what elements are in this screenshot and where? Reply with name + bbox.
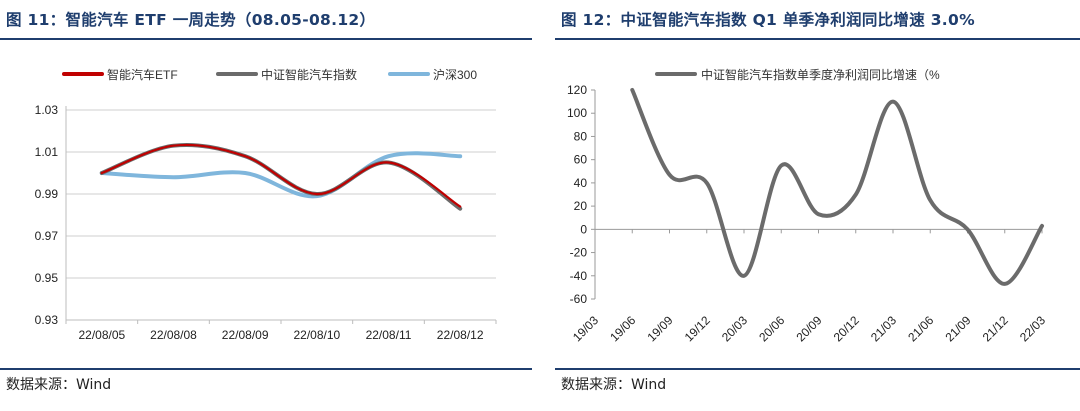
legend-label: 智能汽车ETF <box>107 67 178 82</box>
x-tick-label: 22/08/05 <box>78 328 125 342</box>
x-tick-label: 19/06 <box>607 313 638 344</box>
x-tick-label: 22/08/12 <box>437 328 484 342</box>
x-tick-label: 21/06 <box>905 313 936 344</box>
y-tick-label: 0.97 <box>35 229 59 243</box>
x-tick-label: 19/03 <box>570 313 601 344</box>
legend-label: 沪深300 <box>433 68 477 82</box>
x-tick-label: 19/12 <box>682 313 713 344</box>
y-tick-label: 1.03 <box>35 103 59 117</box>
x-tick-label: 22/08/09 <box>222 328 269 342</box>
y-tick-label: 0.95 <box>35 271 59 285</box>
y-tick-label: 20 <box>574 199 588 213</box>
source-divider <box>0 368 532 370</box>
y-tick-label: 1.01 <box>35 145 59 159</box>
x-tick-label: 22/08/08 <box>150 328 197 342</box>
x-tick-label: 21/09 <box>942 313 973 344</box>
y-tick-label: 60 <box>574 153 588 167</box>
y-tick-label: -40 <box>570 269 588 283</box>
chart-title: 图 11：智能汽车 ETF 一周走势（08.05-08.12） <box>6 11 376 29</box>
x-tick-label: 20/09 <box>793 313 824 344</box>
title-divider <box>555 38 1080 40</box>
series-line <box>100 143 462 208</box>
x-tick-label: 20/12 <box>831 313 862 344</box>
y-tick-label: 0 <box>580 222 587 236</box>
title-divider <box>0 38 532 40</box>
y-tick-label: 80 <box>574 129 588 143</box>
source-note: 数据来源：Wind <box>561 377 667 393</box>
y-tick-label: 0.99 <box>35 187 59 201</box>
y-tick-label: -20 <box>570 246 588 260</box>
legend-label: 中证智能汽车指数 <box>261 67 357 82</box>
x-tick-label: 22/03 <box>1017 313 1048 344</box>
x-tick-label: 20/03 <box>719 313 750 344</box>
x-tick-label: 22/08/10 <box>293 328 340 342</box>
x-tick-label: 21/03 <box>868 313 899 344</box>
series-line <box>99 151 463 199</box>
x-tick-label: 22/08/11 <box>366 328 412 342</box>
chart-title: 图 12：中证智能汽车指数 Q1 单季净利润同比增速 3.0% <box>561 11 975 29</box>
y-tick-label: 100 <box>567 106 587 120</box>
chart-panel-etf: 图 11：智能汽车 ETF 一周走势（08.05-08.12） 智能汽车ETF 中… <box>0 0 532 411</box>
legend-label: 中证智能汽车指数单季度净利润同比增速（% <box>701 67 940 82</box>
y-tick-label: -60 <box>570 292 588 306</box>
series-line <box>630 88 1044 286</box>
y-tick-label: 40 <box>574 176 588 190</box>
profit-growth-line-chart: 中证智能汽车指数单季度净利润同比增速（% 120 100 80 60 40 20 0 -20 -4… <box>567 67 1048 344</box>
x-tick-label: 20/06 <box>756 313 787 344</box>
source-note: 数据来源：Wind <box>6 377 112 393</box>
source-divider <box>555 368 1080 370</box>
y-tick-label: 0.93 <box>35 313 59 327</box>
x-tick-label: 19/09 <box>644 313 675 344</box>
y-tick-label: 120 <box>567 83 587 97</box>
chart-panel-profit: 图 12：中证智能汽车指数 Q1 单季净利润同比增速 3.0% 中证智能汽车指数… <box>555 0 1080 411</box>
x-tick-label: 21/12 <box>980 313 1011 344</box>
etf-line-chart: 智能汽车ETF 中证智能汽车指数 沪深300 1.03 1.01 0.99 0.97 0.95… <box>35 67 497 342</box>
